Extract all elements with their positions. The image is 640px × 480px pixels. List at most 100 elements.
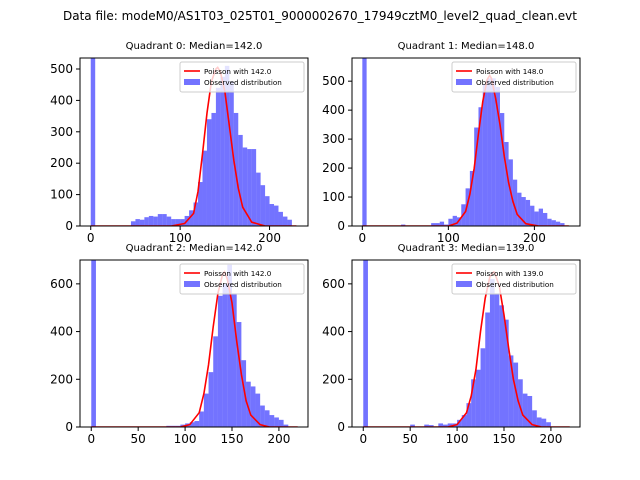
histogram-bar — [475, 369, 481, 427]
histogram-bar — [171, 219, 176, 226]
histogram-bar — [435, 223, 440, 226]
legend-observed-label: Observed distribution — [204, 78, 282, 87]
legend: Poisson with 142.0 Observed distribution — [179, 61, 305, 93]
x-tick-label: 200 — [523, 231, 546, 245]
histogram-bar — [241, 360, 247, 427]
histogram-bar — [166, 216, 172, 226]
histogram-bar — [461, 415, 467, 427]
legend-observed-label: Observed distribution — [476, 78, 554, 87]
y-tick-label: 200 — [50, 156, 73, 170]
histogram-bar — [525, 199, 531, 226]
x-tick-label: 200 — [539, 432, 562, 446]
x-tick-label: 200 — [258, 231, 281, 245]
histogram-bar — [547, 218, 552, 226]
histogram-bar — [206, 119, 212, 226]
histogram-bar — [438, 423, 444, 427]
legend-observed-swatch — [184, 79, 200, 85]
histogram-bar — [199, 411, 204, 427]
histogram-bar — [264, 410, 270, 427]
histogram-bar — [194, 421, 200, 427]
subplot-quadrant-1: Quadrant 1: Median=148.0 0 100 200 0 100 200 30… — [322, 41, 581, 245]
x-tick-label: 100 — [174, 432, 197, 446]
y-tick-label: 200 — [322, 161, 345, 175]
histogram-bar — [474, 127, 479, 226]
histogram-bar — [236, 322, 242, 427]
axes-frame — [79, 57, 309, 227]
histogram-bar — [532, 410, 537, 427]
histogram-bar — [538, 208, 544, 226]
histogram-bar — [499, 113, 505, 226]
poisson-curve — [91, 270, 298, 427]
histogram-bar — [265, 196, 270, 226]
subplot-quadrant-2: Quadrant 2: Median=142.0 0 50 100 150 200 0 200… — [50, 243, 309, 446]
legend-frame — [179, 263, 305, 295]
histogram-bar — [198, 182, 203, 226]
x-tick-label: 100 — [437, 231, 460, 245]
histogram-bar — [439, 221, 445, 226]
histogram-bar — [220, 76, 225, 226]
histogram-bar — [471, 379, 476, 427]
subplot-title: Quadrant 1: Median=148.0 — [398, 41, 535, 52]
histogram-bar — [456, 217, 462, 226]
histogram-bar — [242, 147, 248, 226]
x-tick-label: 0 — [87, 231, 95, 245]
x-tick-label: 50 — [403, 432, 418, 446]
histogram-bar — [222, 283, 228, 427]
histogram-bar — [504, 142, 509, 226]
axes-frame — [79, 259, 309, 428]
histogram-bar — [478, 107, 483, 226]
histogram-bar — [247, 149, 252, 226]
histogram-bar — [91, 260, 96, 427]
y-tick-label: 100 — [322, 190, 345, 204]
histogram-bar — [448, 218, 453, 226]
histogram-bar — [452, 215, 457, 226]
histogram-bar — [551, 220, 556, 226]
legend-frame — [179, 61, 305, 93]
histogram-bar — [269, 204, 275, 226]
histogram-bar — [274, 205, 279, 226]
y-tick-label: 500 — [50, 62, 73, 76]
histogram-bar — [512, 179, 518, 226]
legend-frame — [451, 61, 577, 93]
histogram-bar — [546, 422, 551, 427]
histogram-bar — [447, 423, 453, 427]
x-tick-label: 150 — [493, 432, 516, 446]
histogram-bar — [469, 170, 475, 226]
legend-poisson-label: Poisson with 142.0 — [204, 67, 272, 76]
poisson-curve — [362, 73, 569, 226]
histogram-bar — [287, 219, 292, 226]
histogram-bar — [229, 81, 234, 226]
histogram-bar — [517, 192, 522, 226]
histogram-bar — [499, 305, 504, 427]
y-tick-label: 600 — [322, 277, 345, 291]
histogram-bar — [527, 395, 533, 427]
legend: Poisson with 139.0 Observed distribution — [451, 263, 577, 295]
histogram-bar — [487, 78, 492, 226]
histogram-bar — [202, 150, 207, 226]
y-tick-label: 0 — [65, 219, 73, 233]
histogram-bar — [224, 65, 230, 226]
x-tick-label: 150 — [221, 432, 244, 446]
figure-suptitle: Data file: modeM0/AS1T03_025T01_90000026… — [63, 9, 577, 23]
histogram-bar — [193, 202, 199, 226]
x-tick-label: 100 — [169, 231, 192, 245]
histogram-bar — [513, 362, 519, 427]
y-tick-label: 200 — [50, 372, 73, 386]
histogram-bar — [522, 393, 528, 427]
legend-observed-label: Observed distribution — [204, 280, 282, 289]
legend-poisson-label: Poisson with 148.0 — [476, 67, 544, 76]
legend: Poisson with 142.0 Observed distribution — [179, 263, 305, 295]
x-tick-label: 50 — [131, 432, 146, 446]
histogram-bar — [135, 219, 140, 226]
histogram-bar — [211, 112, 216, 226]
histogram-bar — [246, 381, 251, 427]
axes-frame — [351, 57, 581, 227]
subplot-title: Quadrant 3: Median=139.0 — [398, 243, 535, 254]
histogram-bar — [189, 210, 194, 226]
subplot-quadrant-0: Quadrant 0: Median=142.0 0 100 200 0 100 200 30… — [50, 41, 309, 245]
histogram-bar — [256, 172, 261, 226]
histogram-bar — [362, 58, 367, 226]
histogram-bar — [227, 264, 232, 427]
histogram-bar — [424, 424, 429, 427]
histogram-bar — [465, 188, 470, 226]
